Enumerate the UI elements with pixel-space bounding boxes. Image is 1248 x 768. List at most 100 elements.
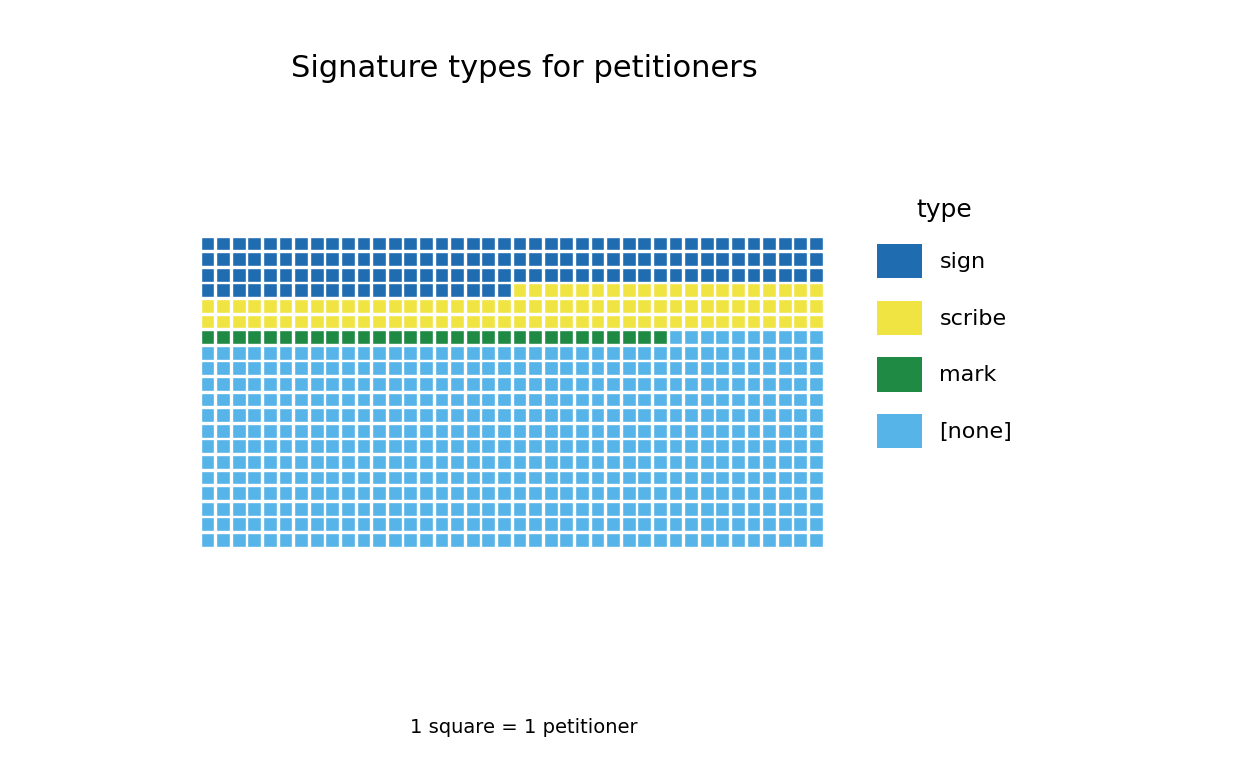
FancyBboxPatch shape bbox=[403, 377, 417, 391]
FancyBboxPatch shape bbox=[622, 392, 635, 406]
FancyBboxPatch shape bbox=[513, 518, 527, 531]
FancyBboxPatch shape bbox=[575, 408, 589, 422]
FancyBboxPatch shape bbox=[638, 330, 651, 344]
FancyBboxPatch shape bbox=[746, 299, 760, 313]
FancyBboxPatch shape bbox=[746, 502, 760, 515]
FancyBboxPatch shape bbox=[388, 346, 402, 359]
FancyBboxPatch shape bbox=[216, 471, 230, 485]
FancyBboxPatch shape bbox=[247, 237, 261, 250]
FancyBboxPatch shape bbox=[372, 533, 386, 547]
FancyBboxPatch shape bbox=[419, 330, 433, 344]
FancyBboxPatch shape bbox=[497, 502, 510, 515]
FancyBboxPatch shape bbox=[575, 502, 589, 515]
FancyBboxPatch shape bbox=[310, 392, 323, 406]
FancyBboxPatch shape bbox=[216, 330, 230, 344]
FancyBboxPatch shape bbox=[513, 533, 527, 547]
FancyBboxPatch shape bbox=[763, 455, 776, 468]
FancyBboxPatch shape bbox=[247, 252, 261, 266]
FancyBboxPatch shape bbox=[310, 439, 323, 453]
FancyBboxPatch shape bbox=[482, 471, 495, 485]
FancyBboxPatch shape bbox=[607, 283, 620, 297]
FancyBboxPatch shape bbox=[763, 502, 776, 515]
FancyBboxPatch shape bbox=[216, 377, 230, 391]
FancyBboxPatch shape bbox=[466, 424, 479, 438]
FancyBboxPatch shape bbox=[559, 377, 573, 391]
FancyBboxPatch shape bbox=[794, 439, 807, 453]
FancyBboxPatch shape bbox=[482, 377, 495, 391]
FancyBboxPatch shape bbox=[482, 315, 495, 329]
FancyBboxPatch shape bbox=[451, 330, 464, 344]
FancyBboxPatch shape bbox=[232, 252, 246, 266]
FancyBboxPatch shape bbox=[559, 455, 573, 468]
FancyBboxPatch shape bbox=[216, 237, 230, 250]
FancyBboxPatch shape bbox=[466, 299, 479, 313]
FancyBboxPatch shape bbox=[590, 471, 604, 485]
FancyBboxPatch shape bbox=[731, 252, 745, 266]
FancyBboxPatch shape bbox=[451, 439, 464, 453]
FancyBboxPatch shape bbox=[310, 315, 323, 329]
FancyBboxPatch shape bbox=[419, 439, 433, 453]
FancyBboxPatch shape bbox=[310, 377, 323, 391]
FancyBboxPatch shape bbox=[590, 330, 604, 344]
FancyBboxPatch shape bbox=[575, 268, 589, 282]
FancyBboxPatch shape bbox=[497, 237, 510, 250]
FancyBboxPatch shape bbox=[715, 439, 729, 453]
FancyBboxPatch shape bbox=[559, 392, 573, 406]
FancyBboxPatch shape bbox=[513, 237, 527, 250]
FancyBboxPatch shape bbox=[216, 486, 230, 500]
FancyBboxPatch shape bbox=[497, 330, 510, 344]
FancyBboxPatch shape bbox=[778, 299, 791, 313]
FancyBboxPatch shape bbox=[388, 252, 402, 266]
FancyBboxPatch shape bbox=[700, 252, 714, 266]
FancyBboxPatch shape bbox=[528, 392, 542, 406]
FancyBboxPatch shape bbox=[559, 439, 573, 453]
FancyBboxPatch shape bbox=[622, 361, 635, 376]
FancyBboxPatch shape bbox=[653, 268, 666, 282]
FancyBboxPatch shape bbox=[341, 392, 354, 406]
FancyBboxPatch shape bbox=[201, 237, 215, 250]
FancyBboxPatch shape bbox=[232, 361, 246, 376]
FancyBboxPatch shape bbox=[746, 252, 760, 266]
FancyBboxPatch shape bbox=[544, 471, 558, 485]
FancyBboxPatch shape bbox=[653, 408, 666, 422]
FancyBboxPatch shape bbox=[434, 502, 448, 515]
FancyBboxPatch shape bbox=[715, 268, 729, 282]
FancyBboxPatch shape bbox=[419, 346, 433, 359]
FancyBboxPatch shape bbox=[700, 361, 714, 376]
FancyBboxPatch shape bbox=[278, 455, 292, 468]
FancyBboxPatch shape bbox=[809, 252, 822, 266]
FancyBboxPatch shape bbox=[372, 471, 386, 485]
FancyBboxPatch shape bbox=[700, 455, 714, 468]
FancyBboxPatch shape bbox=[684, 283, 698, 297]
FancyBboxPatch shape bbox=[263, 392, 277, 406]
FancyBboxPatch shape bbox=[263, 283, 277, 297]
FancyBboxPatch shape bbox=[278, 346, 292, 359]
FancyBboxPatch shape bbox=[341, 283, 354, 297]
FancyBboxPatch shape bbox=[357, 315, 371, 329]
FancyBboxPatch shape bbox=[746, 392, 760, 406]
FancyBboxPatch shape bbox=[559, 408, 573, 422]
FancyBboxPatch shape bbox=[482, 252, 495, 266]
FancyBboxPatch shape bbox=[482, 361, 495, 376]
FancyBboxPatch shape bbox=[559, 533, 573, 547]
FancyBboxPatch shape bbox=[232, 486, 246, 500]
FancyBboxPatch shape bbox=[575, 283, 589, 297]
FancyBboxPatch shape bbox=[684, 486, 698, 500]
FancyBboxPatch shape bbox=[310, 518, 323, 531]
FancyBboxPatch shape bbox=[794, 377, 807, 391]
FancyBboxPatch shape bbox=[622, 283, 635, 297]
FancyBboxPatch shape bbox=[638, 283, 651, 297]
FancyBboxPatch shape bbox=[528, 408, 542, 422]
FancyBboxPatch shape bbox=[451, 315, 464, 329]
FancyBboxPatch shape bbox=[482, 346, 495, 359]
FancyBboxPatch shape bbox=[575, 315, 589, 329]
FancyBboxPatch shape bbox=[575, 377, 589, 391]
FancyBboxPatch shape bbox=[263, 486, 277, 500]
FancyBboxPatch shape bbox=[700, 408, 714, 422]
FancyBboxPatch shape bbox=[403, 439, 417, 453]
FancyBboxPatch shape bbox=[482, 455, 495, 468]
FancyBboxPatch shape bbox=[528, 486, 542, 500]
FancyBboxPatch shape bbox=[434, 361, 448, 376]
FancyBboxPatch shape bbox=[341, 408, 354, 422]
FancyBboxPatch shape bbox=[809, 518, 822, 531]
